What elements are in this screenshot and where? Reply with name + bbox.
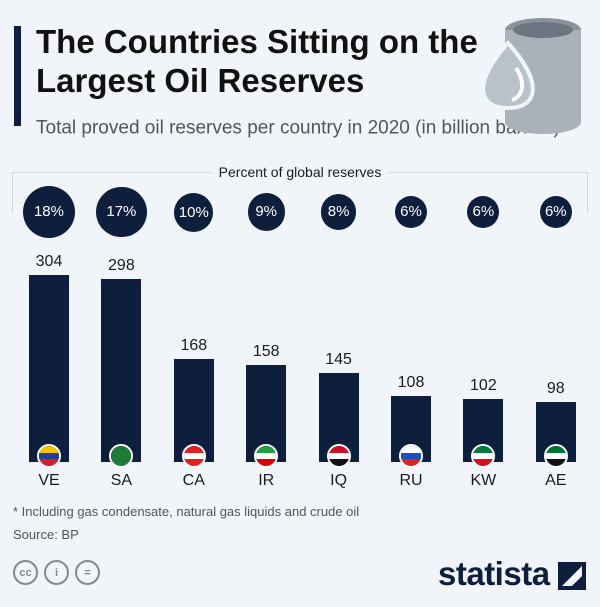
percent-circle: 10% bbox=[174, 192, 214, 232]
country-label: VE bbox=[38, 472, 60, 489]
value-label: 304 bbox=[35, 253, 63, 270]
cc-icon[interactable]: cc bbox=[13, 560, 38, 585]
attribution-icon[interactable]: i bbox=[44, 560, 69, 585]
subtitle-text: Total proved oil reserves per country in… bbox=[36, 117, 560, 139]
flag-ve-icon bbox=[37, 444, 61, 468]
footnote: * Including gas condensate, natural gas … bbox=[13, 504, 360, 519]
value-label: 158 bbox=[252, 342, 280, 360]
value-label: 98 bbox=[546, 379, 565, 397]
value-label: 298 bbox=[108, 256, 135, 274]
percent-circle: 6% bbox=[394, 195, 428, 229]
page-title: The Countries Sitting on the Largest Oil… bbox=[36, 23, 478, 99]
flag-kw-icon bbox=[471, 444, 496, 468]
title-accent-bar bbox=[14, 26, 21, 126]
country-label: AE bbox=[545, 472, 567, 489]
percent-circle: 8% bbox=[320, 194, 357, 230]
percent-circle: 17% bbox=[95, 186, 147, 238]
flag-ru-icon bbox=[399, 444, 423, 468]
footnotes: * Including gas condensate, natural gas … bbox=[13, 500, 359, 546]
source: Source: BP bbox=[13, 527, 79, 542]
flag-ae-icon bbox=[543, 444, 568, 468]
statista-logo[interactable]: statista bbox=[438, 555, 550, 592]
country-label: IQ bbox=[330, 472, 348, 489]
statista-logo-mark-icon bbox=[558, 562, 586, 590]
country-label: RU bbox=[399, 472, 423, 489]
country-label: SA bbox=[110, 472, 133, 489]
percent-header: Percent of global reserves bbox=[210, 164, 390, 180]
flag-sa-icon bbox=[109, 444, 134, 468]
country-label: CA bbox=[182, 472, 205, 489]
percent-circle: 9% bbox=[247, 193, 285, 231]
flag-ir-icon bbox=[254, 444, 279, 468]
value-label: 168 bbox=[180, 336, 208, 354]
value-label: 145 bbox=[325, 350, 352, 368]
value-label: 102 bbox=[470, 377, 497, 395]
oil-barrel-icon bbox=[481, 18, 581, 134]
license-icons: cc i = bbox=[13, 560, 100, 585]
flag-ca-icon bbox=[181, 444, 206, 468]
value-label: 108 bbox=[397, 373, 425, 391]
percent-circle: 18% bbox=[22, 185, 76, 239]
percent-circle: 6% bbox=[539, 195, 572, 229]
bar-ve bbox=[29, 275, 69, 462]
bar-sa bbox=[101, 278, 142, 462]
no-derivatives-icon[interactable]: = bbox=[75, 560, 100, 585]
flag-iq-icon bbox=[326, 444, 351, 468]
country-label: IR bbox=[258, 472, 275, 489]
country-label: KW bbox=[470, 472, 497, 489]
percent-circle: 6% bbox=[467, 195, 500, 229]
